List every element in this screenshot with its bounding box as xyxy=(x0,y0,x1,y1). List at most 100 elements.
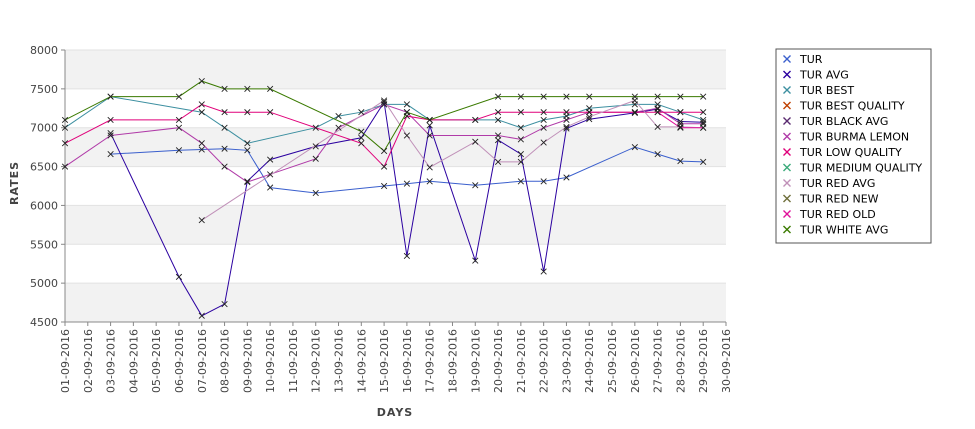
x-tick-label: 07-09-2016 xyxy=(196,329,209,393)
data-point xyxy=(335,124,342,131)
data-point xyxy=(540,124,547,131)
plot-band xyxy=(65,50,726,89)
legend-marker xyxy=(783,194,791,203)
x-tick-label: 13-09-2016 xyxy=(333,329,346,393)
data-point xyxy=(403,252,411,260)
y-tick-label: 8000 xyxy=(30,44,58,57)
data-point xyxy=(358,140,365,147)
data-point xyxy=(563,125,570,132)
x-tick-label: 26-09-2016 xyxy=(629,329,642,393)
data-point xyxy=(494,158,502,166)
x-tick-label: 17-09-2016 xyxy=(424,329,437,393)
data-point xyxy=(198,101,205,108)
series-line xyxy=(110,146,704,194)
grid-lines xyxy=(65,49,726,323)
data-point xyxy=(244,85,251,92)
data-point xyxy=(654,93,661,100)
legend-label: TUR RED NEW xyxy=(799,193,879,206)
x-tick-label: 02-09-2016 xyxy=(82,329,95,393)
data-point xyxy=(61,124,69,131)
data-point xyxy=(221,109,228,116)
data-point xyxy=(677,118,684,125)
data-point xyxy=(312,189,319,197)
data-point xyxy=(700,119,707,126)
data-point xyxy=(631,109,638,117)
data-point xyxy=(563,174,570,181)
data-point xyxy=(198,109,205,116)
data-point xyxy=(380,147,388,155)
data-point xyxy=(517,178,524,185)
data-point xyxy=(426,122,433,129)
x-tick-label: 03-09-2016 xyxy=(105,329,118,393)
data-point xyxy=(267,85,274,92)
data-point xyxy=(517,158,524,166)
data-point xyxy=(426,116,433,124)
legend-marker xyxy=(783,163,791,172)
y-tick-label: 5000 xyxy=(30,277,58,290)
legend-label: TUR RED AVG xyxy=(799,177,875,190)
x-tick-label: 24-09-2016 xyxy=(583,329,596,393)
legend: TUR TUR AVG TUR BEST TUR BEST QUALITY TUR BL… xyxy=(775,48,932,244)
data-point xyxy=(677,93,684,100)
data-point xyxy=(494,93,502,100)
legend-marker xyxy=(783,210,791,218)
data-point xyxy=(494,137,502,144)
data-point xyxy=(654,151,661,158)
data-point xyxy=(312,155,319,162)
legend-marker xyxy=(783,55,791,63)
series-line xyxy=(657,111,704,129)
data-point xyxy=(472,138,479,145)
data-point xyxy=(358,134,365,141)
data-point xyxy=(540,109,547,116)
x-tick-label: 21-09-2016 xyxy=(515,329,528,393)
data-point xyxy=(700,158,707,166)
legend-marker xyxy=(783,86,791,94)
x-tick-label: 15-09-2016 xyxy=(378,329,391,393)
x-tick-label: 23-09-2016 xyxy=(560,329,573,393)
x-tick-label: 18-09-2016 xyxy=(446,329,459,393)
data-point xyxy=(586,109,593,116)
x-tick-label: 29-09-2016 xyxy=(697,329,710,393)
data-point xyxy=(517,109,524,116)
y-tick-label: 6500 xyxy=(30,161,58,174)
x-tick-label: 28-09-2016 xyxy=(674,329,687,393)
data-point xyxy=(175,93,183,100)
data-point xyxy=(107,130,114,137)
y-axis-title: RATES xyxy=(8,161,21,205)
legend-marker xyxy=(783,132,791,141)
data-point xyxy=(198,146,205,153)
x-tick-label: 16-09-2016 xyxy=(401,329,414,393)
legend-box xyxy=(775,48,932,244)
y-tick-label: 4500 xyxy=(30,316,58,329)
data-point xyxy=(107,151,114,158)
data-point xyxy=(586,116,593,123)
axes xyxy=(61,49,727,326)
data-point xyxy=(426,164,433,171)
data-point xyxy=(380,163,388,170)
data-point xyxy=(677,124,684,131)
legend-label: TUR BEST QUALITY xyxy=(799,100,905,113)
data-point xyxy=(700,93,707,100)
data-point xyxy=(244,140,251,147)
data-point xyxy=(61,163,69,170)
data-point xyxy=(312,143,319,150)
data-point xyxy=(221,124,228,131)
plot-band xyxy=(65,205,726,245)
x-tick-label: 05-09-2016 xyxy=(150,329,163,393)
data-point xyxy=(198,217,205,224)
data-point xyxy=(335,112,342,120)
legend-marker xyxy=(783,179,791,187)
data-point xyxy=(244,178,251,185)
data-point xyxy=(175,147,183,154)
data-point xyxy=(221,85,228,92)
data-point xyxy=(267,156,274,163)
legend-marker xyxy=(783,101,791,110)
data-point xyxy=(244,147,251,154)
data-point xyxy=(677,123,684,131)
y-tick-label: 5500 xyxy=(30,238,58,251)
data-point xyxy=(517,151,524,158)
x-tick-label: 14-09-2016 xyxy=(355,329,368,393)
data-point xyxy=(380,97,388,104)
x-tick-label: 22-09-2016 xyxy=(538,329,551,393)
data-point xyxy=(403,180,411,187)
